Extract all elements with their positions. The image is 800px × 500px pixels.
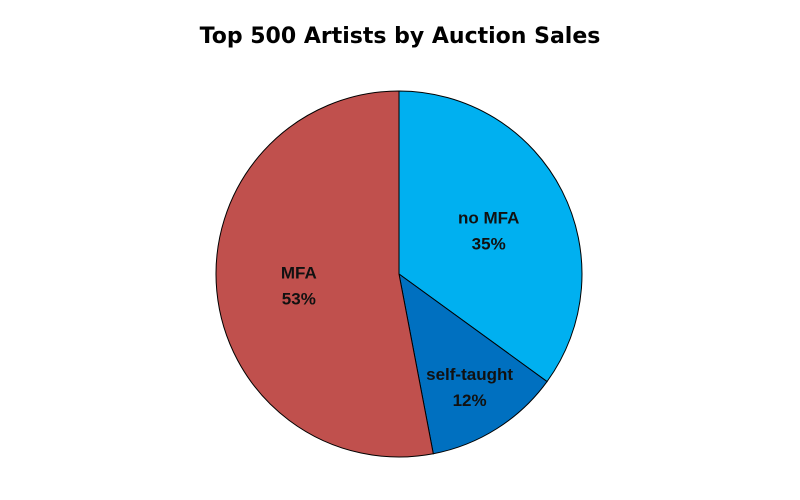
pie-slice-no-mfa bbox=[398, 90, 583, 383]
slice-value-no-mfa: 35% bbox=[472, 234, 506, 253]
slice-label-no-mfa: no MFA bbox=[458, 208, 519, 227]
chart-title: Top 500 Artists by Auction Sales bbox=[199, 24, 601, 49]
slice-value-self-taught: 12% bbox=[453, 391, 487, 410]
slice-label-self-taught: self-taught bbox=[426, 365, 513, 384]
pie-slices bbox=[215, 90, 583, 458]
slice-value-mfa: 53% bbox=[282, 290, 316, 309]
pie-labels: no MFA 35% self-taught 12% MFA 53% bbox=[281, 208, 520, 410]
pie-slice-mfa bbox=[215, 90, 434, 458]
pie-slice-self-taught bbox=[398, 272, 548, 455]
slice-label-mfa: MFA bbox=[281, 264, 317, 283]
